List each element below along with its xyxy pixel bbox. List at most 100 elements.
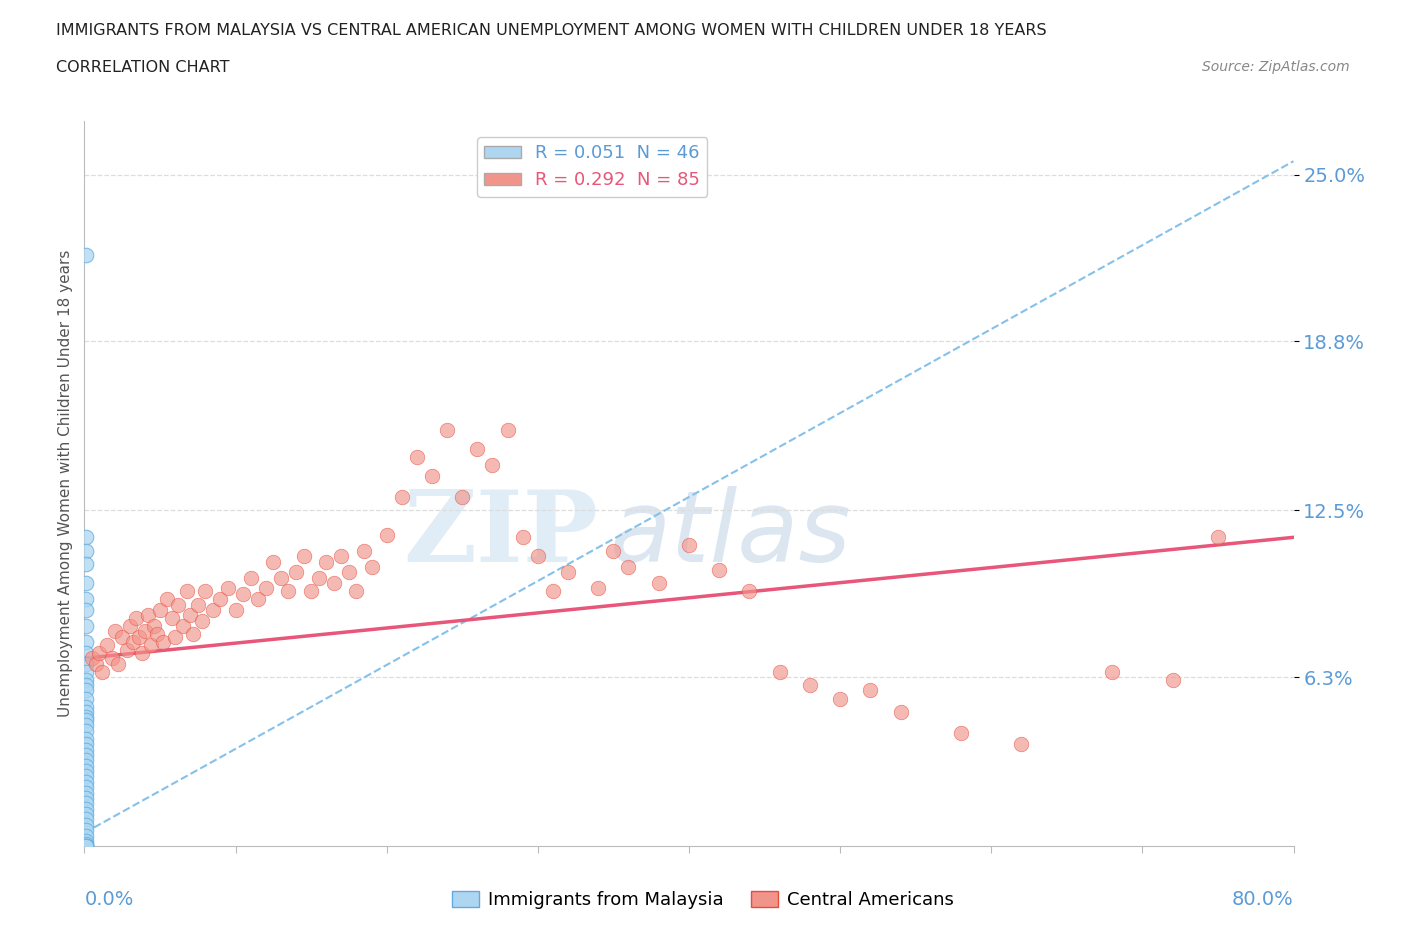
Point: [375, 527, 398, 542]
Legend: R = 0.051  N = 46, R = 0.292  N = 85: R = 0.051 N = 46, R = 0.292 N = 85: [477, 138, 707, 196]
Point: [239, 570, 262, 585]
Point: [136, 608, 159, 623]
Point: [360, 560, 382, 575]
Point: [75, 753, 97, 768]
Point: [75, 833, 97, 848]
Point: [156, 591, 179, 606]
Point: [75, 576, 97, 591]
Point: [799, 678, 821, 693]
Point: [100, 651, 122, 666]
Point: [277, 584, 299, 599]
Point: [191, 613, 214, 628]
Point: [75, 678, 97, 693]
Point: [75, 672, 97, 687]
Point: [75, 839, 97, 854]
Point: [139, 637, 162, 652]
Point: [315, 554, 337, 569]
Point: [75, 836, 97, 851]
Point: [152, 634, 174, 649]
Point: [75, 557, 97, 572]
Point: [89, 645, 111, 660]
Point: [1161, 672, 1184, 687]
Point: [270, 570, 292, 585]
Point: [75, 806, 97, 821]
Legend: Immigrants from Malaysia, Central Americans: Immigrants from Malaysia, Central Americ…: [444, 884, 962, 916]
Point: [75, 645, 97, 660]
Text: CORRELATION CHART: CORRELATION CHART: [56, 60, 229, 75]
Point: [201, 603, 224, 618]
Point: [322, 576, 344, 591]
Point: [75, 812, 97, 827]
Point: [308, 570, 330, 585]
Point: [496, 422, 519, 437]
Point: [181, 627, 204, 642]
Point: [1206, 530, 1229, 545]
Point: [75, 758, 97, 773]
Point: [75, 699, 97, 714]
Point: [131, 645, 153, 660]
Y-axis label: Unemployment Among Women with Children Under 18 years: Unemployment Among Women with Children U…: [58, 250, 73, 717]
Point: [527, 549, 550, 564]
Point: [232, 586, 254, 601]
Point: [617, 560, 640, 575]
Point: [481, 458, 503, 472]
Point: [176, 584, 198, 599]
Point: [187, 597, 209, 612]
Point: [769, 664, 792, 679]
Point: [254, 581, 277, 596]
Point: [75, 775, 97, 790]
Text: atlas: atlas: [610, 485, 852, 583]
Point: [541, 584, 564, 599]
Point: [406, 449, 429, 464]
Point: [75, 785, 97, 800]
Point: [75, 543, 97, 558]
Point: [86, 657, 108, 671]
Point: [75, 691, 97, 706]
Point: [75, 603, 97, 618]
Point: [107, 657, 129, 671]
Point: [75, 718, 97, 733]
Point: [121, 634, 143, 649]
Point: [75, 779, 97, 794]
Point: [149, 603, 172, 618]
Point: [890, 705, 912, 720]
Point: [75, 764, 97, 778]
Point: [217, 581, 239, 596]
Point: [588, 581, 610, 596]
Text: 0.0%: 0.0%: [84, 890, 134, 909]
Point: [75, 724, 97, 738]
Point: [111, 630, 134, 644]
Point: [75, 828, 97, 843]
Text: 80.0%: 80.0%: [1232, 890, 1294, 909]
Point: [337, 565, 360, 579]
Point: [648, 576, 671, 591]
Point: [75, 247, 97, 262]
Point: [420, 468, 443, 483]
Point: [709, 562, 731, 577]
Point: [75, 618, 97, 633]
Point: [353, 543, 375, 558]
Point: [75, 737, 97, 751]
Point: [75, 742, 97, 757]
Point: [738, 584, 761, 599]
Point: [75, 748, 97, 763]
Point: [75, 839, 97, 854]
Point: [225, 603, 247, 618]
Point: [346, 584, 368, 599]
Point: [96, 637, 118, 652]
Point: [75, 796, 97, 811]
Point: [830, 691, 852, 706]
Point: [104, 624, 127, 639]
Point: [467, 441, 489, 456]
Point: [75, 839, 97, 854]
Point: [262, 554, 284, 569]
Point: [75, 530, 97, 545]
Point: [292, 549, 315, 564]
Point: [128, 630, 150, 644]
Text: ZIP: ZIP: [404, 485, 599, 583]
Point: [436, 422, 458, 437]
Point: [75, 591, 97, 606]
Point: [1101, 664, 1123, 679]
Point: [75, 817, 97, 832]
Point: [75, 683, 97, 698]
